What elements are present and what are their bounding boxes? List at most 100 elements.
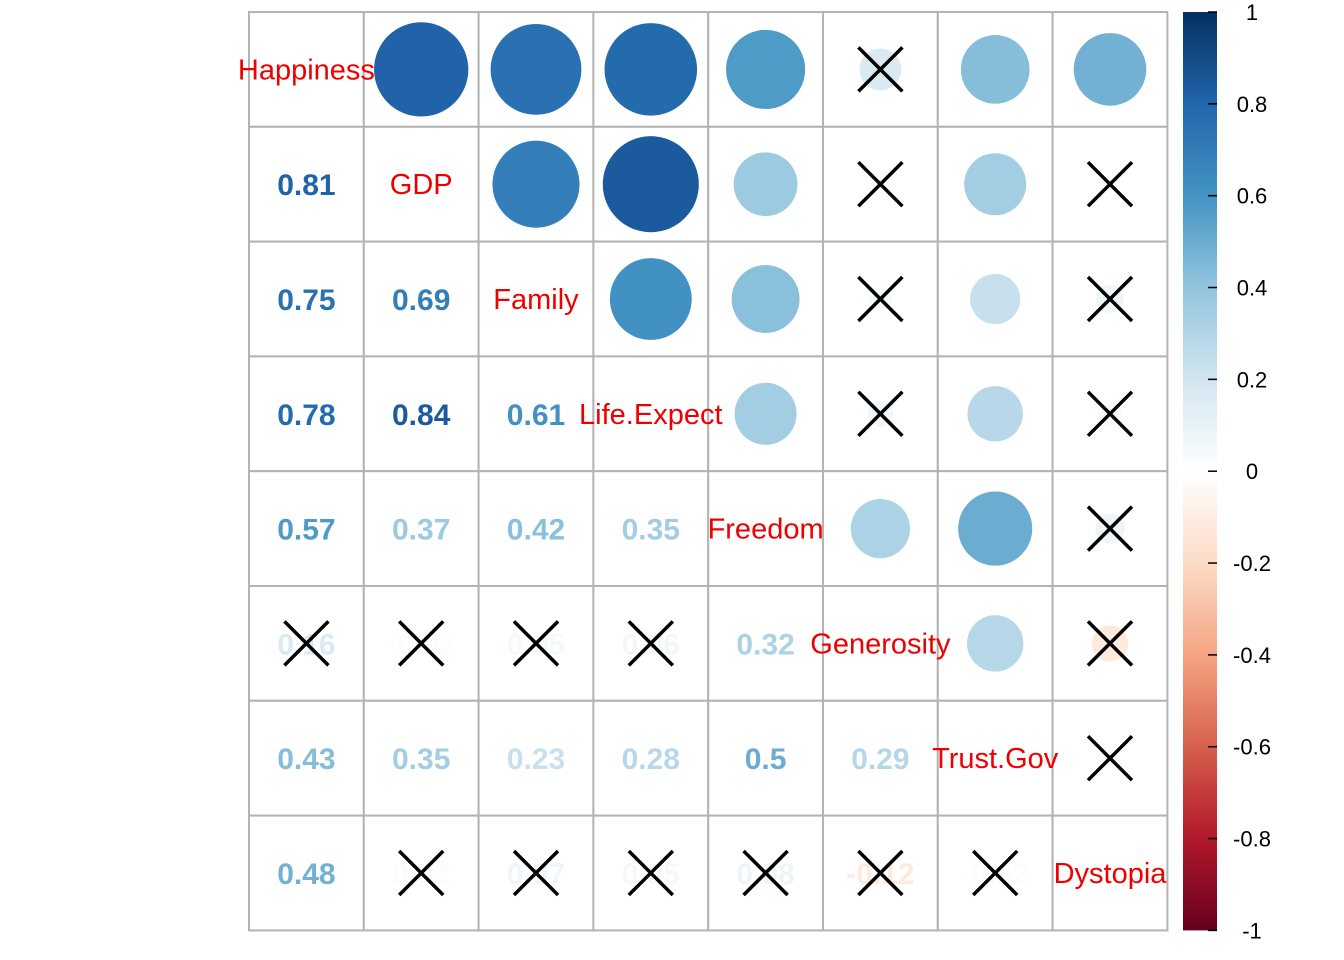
insignificant-cross-mark [1086,160,1134,208]
grid-cell [362,240,480,358]
correlation-value-label: 0.57 [277,514,335,547]
colorbar-tick-label: 0.6 [1237,184,1268,209]
grid-cell [592,470,710,588]
grid-cell [248,699,365,817]
colorbar-tick-label: 0.4 [1237,276,1268,301]
grid-cell [822,125,939,243]
insignificant-cross-mark [857,849,904,897]
correlation-circle [734,382,797,445]
correlation-circle [1073,33,1147,106]
grid-cell [477,699,595,817]
colorbar: 1 0.8 0.6 0.4 0.2 0 -0.2 -0.4 -0.6 -0.8 -1 [1183,0,1271,943]
insignificant-cross-mark [857,275,904,323]
correlation-circle [731,265,800,333]
grid-cell [822,240,939,358]
insignificant-cross-mark [1086,734,1134,782]
colorbar-tick-label: 0.2 [1237,367,1268,392]
correlation-value-label: 0.35 [622,514,680,547]
diagonal-variable-label: Freedom [708,514,824,546]
grid-cell [936,470,1054,588]
matrix-grid [248,11,1169,932]
insignificant-cross-mark [627,620,675,667]
insignificant-cross-mark [971,849,1019,897]
correlation-value-label: 0.29 [851,743,909,776]
correlation-circle [733,152,798,217]
correlation-circle [964,153,1027,216]
colorbar-tick-label: 0.8 [1237,92,1268,117]
grid-cell [707,470,825,588]
insignificant-cross-mark [512,620,560,667]
grid-cell [822,699,939,817]
grid-cell [707,585,825,702]
grid-cell [477,240,595,358]
insignificant-cross-mark [397,849,445,897]
colorbar-tick-label: -0.8 [1233,827,1271,852]
colorbar-tick-label: -0.4 [1233,643,1271,668]
insignificant-cross-mark [283,620,330,667]
correlation-value-label: 0.48 [277,858,335,891]
grid-cell [248,814,365,932]
correlation-value-label: 0.35 [392,743,450,776]
correlation-circle [374,22,469,117]
correlation-value-label: 0.84 [392,399,451,432]
grid-cell [822,585,939,702]
correlation-value-label: 0.69 [392,284,450,317]
correlation-circle [609,258,692,340]
diagonal-variable-label: Family [493,284,579,316]
diagonal-variable-label: Trust.Gov [932,743,1059,775]
correlation-value-label: 0.28 [622,743,680,776]
insignificant-cross-mark [857,160,904,208]
correlation-value-label: 0.81 [277,169,335,202]
grid-cell [936,699,1054,817]
grid-cell [362,125,480,243]
correlation-value-label: 0.23 [507,743,565,776]
insignificant-cross-mark [1086,390,1134,438]
insignificant-cross-mark [1086,620,1134,667]
correlation-circle [970,273,1021,325]
correlation-circle [958,491,1033,566]
diagonal-variable-label: GDP [390,169,453,201]
correlation-value-label: 0.78 [277,399,335,432]
correlation-value-label: 0.32 [736,628,794,661]
diagonal-variable-label: Happiness [238,54,375,86]
correlation-circle [490,24,582,115]
insignificant-cross-mark [742,849,789,897]
correlation-value-label: 0.5 [745,743,787,776]
correlation-value-label: 0.43 [277,743,335,776]
colorbar-tick-label: -0.2 [1233,551,1271,576]
grid-cell [1051,814,1169,932]
insignificant-cross-mark [397,620,445,667]
diagonal-variable-label: Life.Expect [579,399,722,431]
insignificant-cross-mark [1086,505,1134,552]
grid-cell [248,355,365,473]
matrix-cells: Happiness 0.81 GDP 0.75 0.69 Family 0.78 0.84 0.… [238,22,1168,897]
colorbar-tick-label: 0 [1246,459,1258,484]
grid-cell [362,699,480,817]
correlation-circle [960,35,1030,104]
diagonal-variable-label: Dystopia [1054,858,1168,890]
correlation-value-label: 0.61 [507,399,565,432]
colorbar-tick-label: -0.6 [1233,735,1271,760]
correlation-circle [966,615,1024,672]
colorbar-tick-label: -1 [1242,918,1262,943]
grid-cell [1051,11,1169,128]
diagonal-variable-label: Generosity [810,628,951,660]
insignificant-cross-mark [857,46,904,93]
correlation-circle [967,386,1023,442]
correlation-value-label: 0.37 [392,514,450,547]
correlation-circle [726,29,806,109]
insignificant-cross-mark [857,390,904,438]
correlation-circle [602,136,699,233]
insignificant-cross-mark [1086,275,1134,323]
correlation-circle [492,140,580,228]
correlation-circle [604,23,698,116]
grid-cell [248,11,365,128]
colorbar-tick-label: 1 [1246,0,1258,25]
grid-cell [592,355,710,473]
correlation-value-label: 0.42 [507,514,565,547]
grid-cell [477,355,595,473]
insignificant-cross-mark [512,849,560,897]
correlation-value-label: 0.75 [277,284,335,317]
insignificant-cross-mark [627,849,675,897]
